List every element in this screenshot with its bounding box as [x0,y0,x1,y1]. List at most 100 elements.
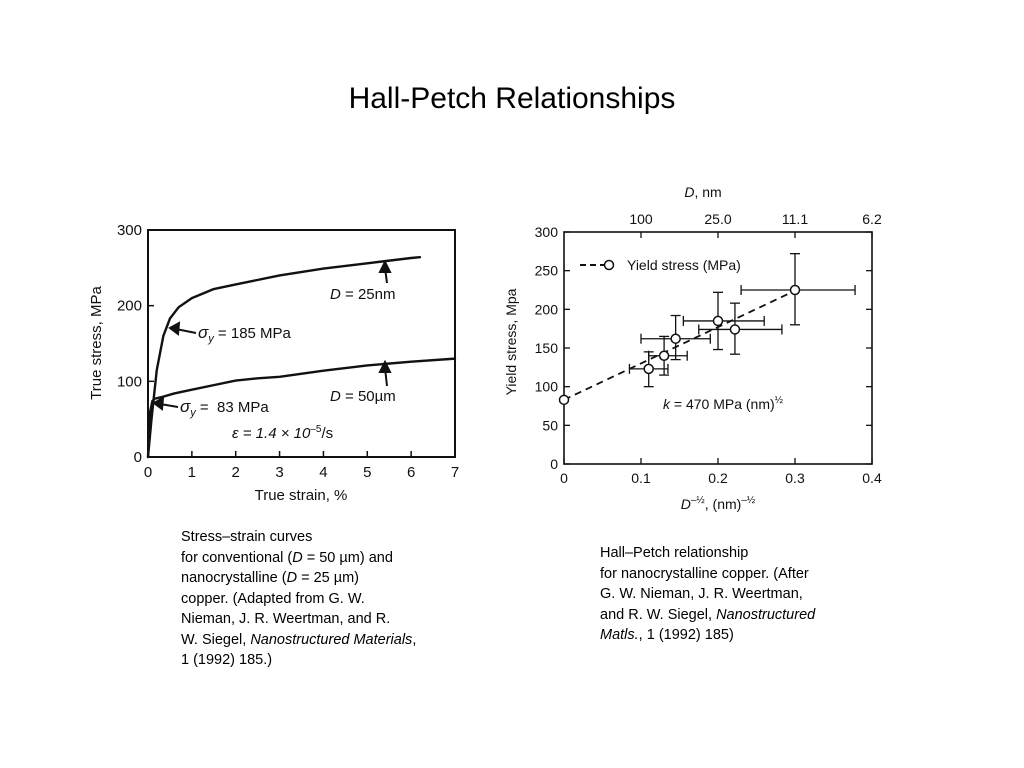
y-tick-label-right: 100 [535,379,559,395]
data-point [712,315,724,327]
label-25nm-var: D [330,286,341,303]
sigma-83-value: = 83 MPa [196,399,270,416]
slide-title: Hall-Petch Relationships [348,82,676,115]
x-tick-label: 2 [232,464,240,481]
legend-label: Yield stress (MPa) [627,257,741,273]
x-axis-exp2: –½ [741,495,756,506]
label-25nm-value: = 25nm [341,286,396,303]
left-caption-line6: W. Siegel, Nanostructured Materials, [181,632,416,648]
data-point [643,363,654,375]
left-caption-line2c: = 50 µm) and [302,549,393,566]
left-caption-line2a: for conventional ( [181,549,293,566]
left-caption-line6a: W. Siegel, [181,631,251,648]
x-axis-var: D [681,496,691,512]
right-caption-line2: for nanocrystalline copper. (After [600,565,809,582]
data-point-group [682,291,765,351]
arrow-sigma-83 [152,396,179,411]
left-caption-line2: for conventional (D = 50 µm) and [181,550,393,566]
legend-marker [603,259,615,271]
y-tick-label-right: 0 [550,456,558,472]
arrow-50um [378,359,392,387]
arrow-sigma-185 [168,321,197,336]
y-tick-label: 300 [117,222,142,239]
y-tick-label: 0 [134,449,142,466]
legend: Yield stress (MPa) [580,257,741,273]
sigma-83-label: σy = 83 MPa [180,397,269,419]
x-tick-label: 0 [144,464,152,481]
top-tick-label: 25.0 [704,211,731,227]
left-caption-line1: Stress–strain curves [181,529,313,545]
k-value: = 470 MPa (nm) [670,396,775,412]
top-axis-label-unit: , nm [694,184,721,200]
right-caption-line1: Hall–Petch relationship [600,545,749,561]
x-tick-label-right: 0.4 [862,470,882,486]
left-caption-line6c: , [412,631,417,648]
data-point [558,394,570,406]
right-caption-line4a: and R. W. Siegel, [600,606,717,623]
y-axis-label-right: Yield stress, Mpa [503,288,519,395]
k-annotation: k = 470 MPa (nm)½ [663,395,784,412]
x-tick-label-right: 0.3 [785,470,805,486]
data-point-group [558,394,570,406]
left-caption-line2b: D [292,549,303,566]
left-caption-line7: 1 (1992) 185.) [181,652,273,668]
right-caption-line4: and R. W. Siegel, Nanostructured [600,607,815,623]
x-axis-unit: , (nm) [705,496,742,512]
label-50um-var: D [330,388,341,405]
label-50um: D = 50µm [330,388,396,405]
right-caption-line4b: Nanostructured [716,606,816,623]
data-point [670,333,681,344]
x-tick-label: 1 [188,464,196,481]
left-caption-line3c: = 25 µm) [297,570,360,586]
top-tick-label: 6.2 [862,211,882,227]
y-tick-label: 200 [117,298,142,315]
y-tick-label-right: 150 [535,340,559,356]
x-axis-label: True strain, % [255,487,348,504]
k-var: k [663,396,671,412]
left-caption-line6b: Nanostructured Materials [250,631,413,648]
sigma-185-value: = 185 MPa [214,325,292,342]
curve-25nm [146,256,422,459]
data-point-group [698,302,783,355]
strain-rate-value: ε = 1.4 × 10 [232,425,311,442]
right-caption-line3: G. W. Nieman, J. R. Weertman, [600,586,803,602]
sigma-185-sub: y [207,333,215,345]
left-caption-line4: copper. (Adapted from G. W. [181,590,365,607]
top-axis-label-var: D [684,184,694,200]
x-tick-label: 5 [363,464,371,481]
fit-line [563,289,797,401]
x-tick-label: 6 [407,464,415,481]
left-caption: Stress–strain curves for conventional (D… [181,527,416,671]
data-point [789,284,801,296]
x-tick-label-right: 0.2 [708,470,728,486]
plot-frame [147,229,456,458]
top-axis-label: D, nm [684,184,721,200]
label-25nm: D = 25nm [330,286,395,303]
sigma-83-symbol: σ [180,397,191,416]
sigma-83-sub: y [189,407,197,419]
strain-rate-unit: /s [321,425,333,442]
y-tick-label-right: 300 [535,224,559,240]
left-caption-line3a: nanocrystalline ( [181,570,287,586]
x-tick-label-right: 0 [560,470,568,486]
data-point-group [640,314,711,361]
strain-rate-exponent: –5 [310,424,322,435]
right-caption-line5a: Matls. [600,627,639,643]
k-exp: ½ [775,395,784,406]
x-tick-label: 7 [451,464,459,481]
right-caption-line5: Matls., 1 (1992) 185) [600,627,734,643]
y-tick-label: 100 [117,373,142,390]
top-tick-label: 100 [629,211,653,227]
y-tick-label-right: 50 [542,417,558,433]
arrow-25nm [378,259,392,284]
left-caption-line5: Nieman, J. R. Weertman, and R. [181,611,391,627]
right-caption: Hall–Petch relationship for nanocrystall… [600,543,815,646]
top-tick-label: 11.1 [782,211,808,227]
sigma-185-label: σy = 185 MPa [198,323,292,345]
data-point-group [648,335,688,376]
data-point [729,324,741,335]
y-axis-label: True stress, MPa [88,286,105,400]
x-tick-label: 4 [319,464,327,481]
